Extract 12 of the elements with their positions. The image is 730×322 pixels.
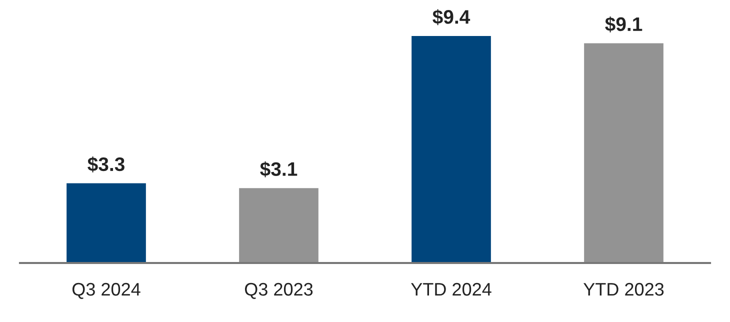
- bar: [239, 188, 318, 263]
- x-tick-label: YTD 2024: [411, 282, 492, 296]
- x-tick-label: Q3 2024: [72, 282, 140, 299]
- bar: [66, 183, 146, 263]
- x-tick-label: Q3 2023: [244, 282, 313, 299]
- data-label: $9.4: [432, 9, 470, 26]
- data-label: $3.1: [260, 161, 298, 178]
- bar: [584, 43, 664, 263]
- bar: [412, 36, 491, 263]
- data-label: $3.3: [88, 156, 124, 172]
- x-tick-label: YTD 2023: [584, 282, 664, 296]
- data-label: $9.1: [605, 16, 642, 32]
